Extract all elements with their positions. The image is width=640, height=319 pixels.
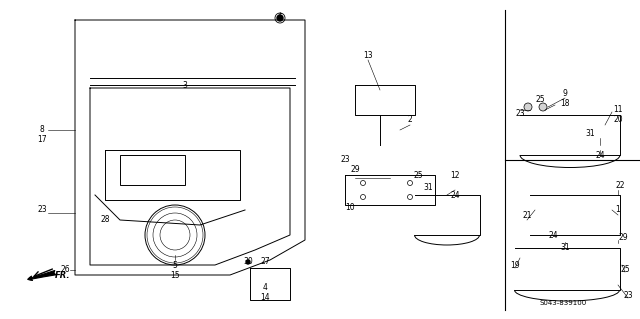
Text: 24: 24 xyxy=(595,151,605,160)
Text: 26: 26 xyxy=(60,265,70,275)
Circle shape xyxy=(524,103,532,111)
Text: 31: 31 xyxy=(560,243,570,253)
Text: 5: 5 xyxy=(173,261,177,270)
Text: 25: 25 xyxy=(535,95,545,105)
Circle shape xyxy=(275,13,285,23)
Text: 25: 25 xyxy=(413,170,423,180)
Text: 15: 15 xyxy=(170,271,180,279)
Text: 19: 19 xyxy=(510,261,520,270)
Text: 11: 11 xyxy=(613,106,623,115)
Text: 9: 9 xyxy=(563,88,568,98)
Text: 24: 24 xyxy=(450,190,460,199)
Text: 21: 21 xyxy=(522,211,532,219)
Text: 25: 25 xyxy=(620,265,630,275)
Text: 31: 31 xyxy=(585,129,595,137)
Text: 24: 24 xyxy=(548,231,558,240)
Text: 22: 22 xyxy=(615,181,625,189)
Text: 2: 2 xyxy=(408,115,412,124)
Text: 27: 27 xyxy=(260,256,270,265)
Text: 14: 14 xyxy=(260,293,270,302)
Text: 1: 1 xyxy=(616,205,620,214)
Text: 6: 6 xyxy=(278,13,282,23)
Text: 17: 17 xyxy=(37,136,47,145)
Text: 3: 3 xyxy=(182,80,188,90)
Text: 12: 12 xyxy=(451,170,460,180)
Circle shape xyxy=(408,181,413,186)
Circle shape xyxy=(360,195,365,199)
Text: 23: 23 xyxy=(37,205,47,214)
Text: 8: 8 xyxy=(40,125,44,135)
Circle shape xyxy=(539,103,547,111)
Circle shape xyxy=(360,181,365,186)
Circle shape xyxy=(277,15,283,21)
Text: 23: 23 xyxy=(340,155,350,165)
Text: S043-839100: S043-839100 xyxy=(540,300,588,306)
Circle shape xyxy=(246,260,250,264)
Text: 23: 23 xyxy=(515,108,525,117)
Text: 31: 31 xyxy=(423,183,433,192)
Circle shape xyxy=(408,195,413,199)
Text: 4: 4 xyxy=(262,284,268,293)
Text: 23: 23 xyxy=(623,291,633,300)
Text: 18: 18 xyxy=(560,99,570,108)
Text: 13: 13 xyxy=(363,50,373,60)
Text: 20: 20 xyxy=(613,115,623,124)
Text: 30: 30 xyxy=(243,256,253,265)
Text: 10: 10 xyxy=(345,204,355,212)
Text: FR.: FR. xyxy=(55,271,70,279)
Text: 29: 29 xyxy=(618,234,628,242)
Text: 29: 29 xyxy=(350,166,360,174)
Text: 28: 28 xyxy=(100,216,109,225)
Bar xyxy=(120,155,185,185)
